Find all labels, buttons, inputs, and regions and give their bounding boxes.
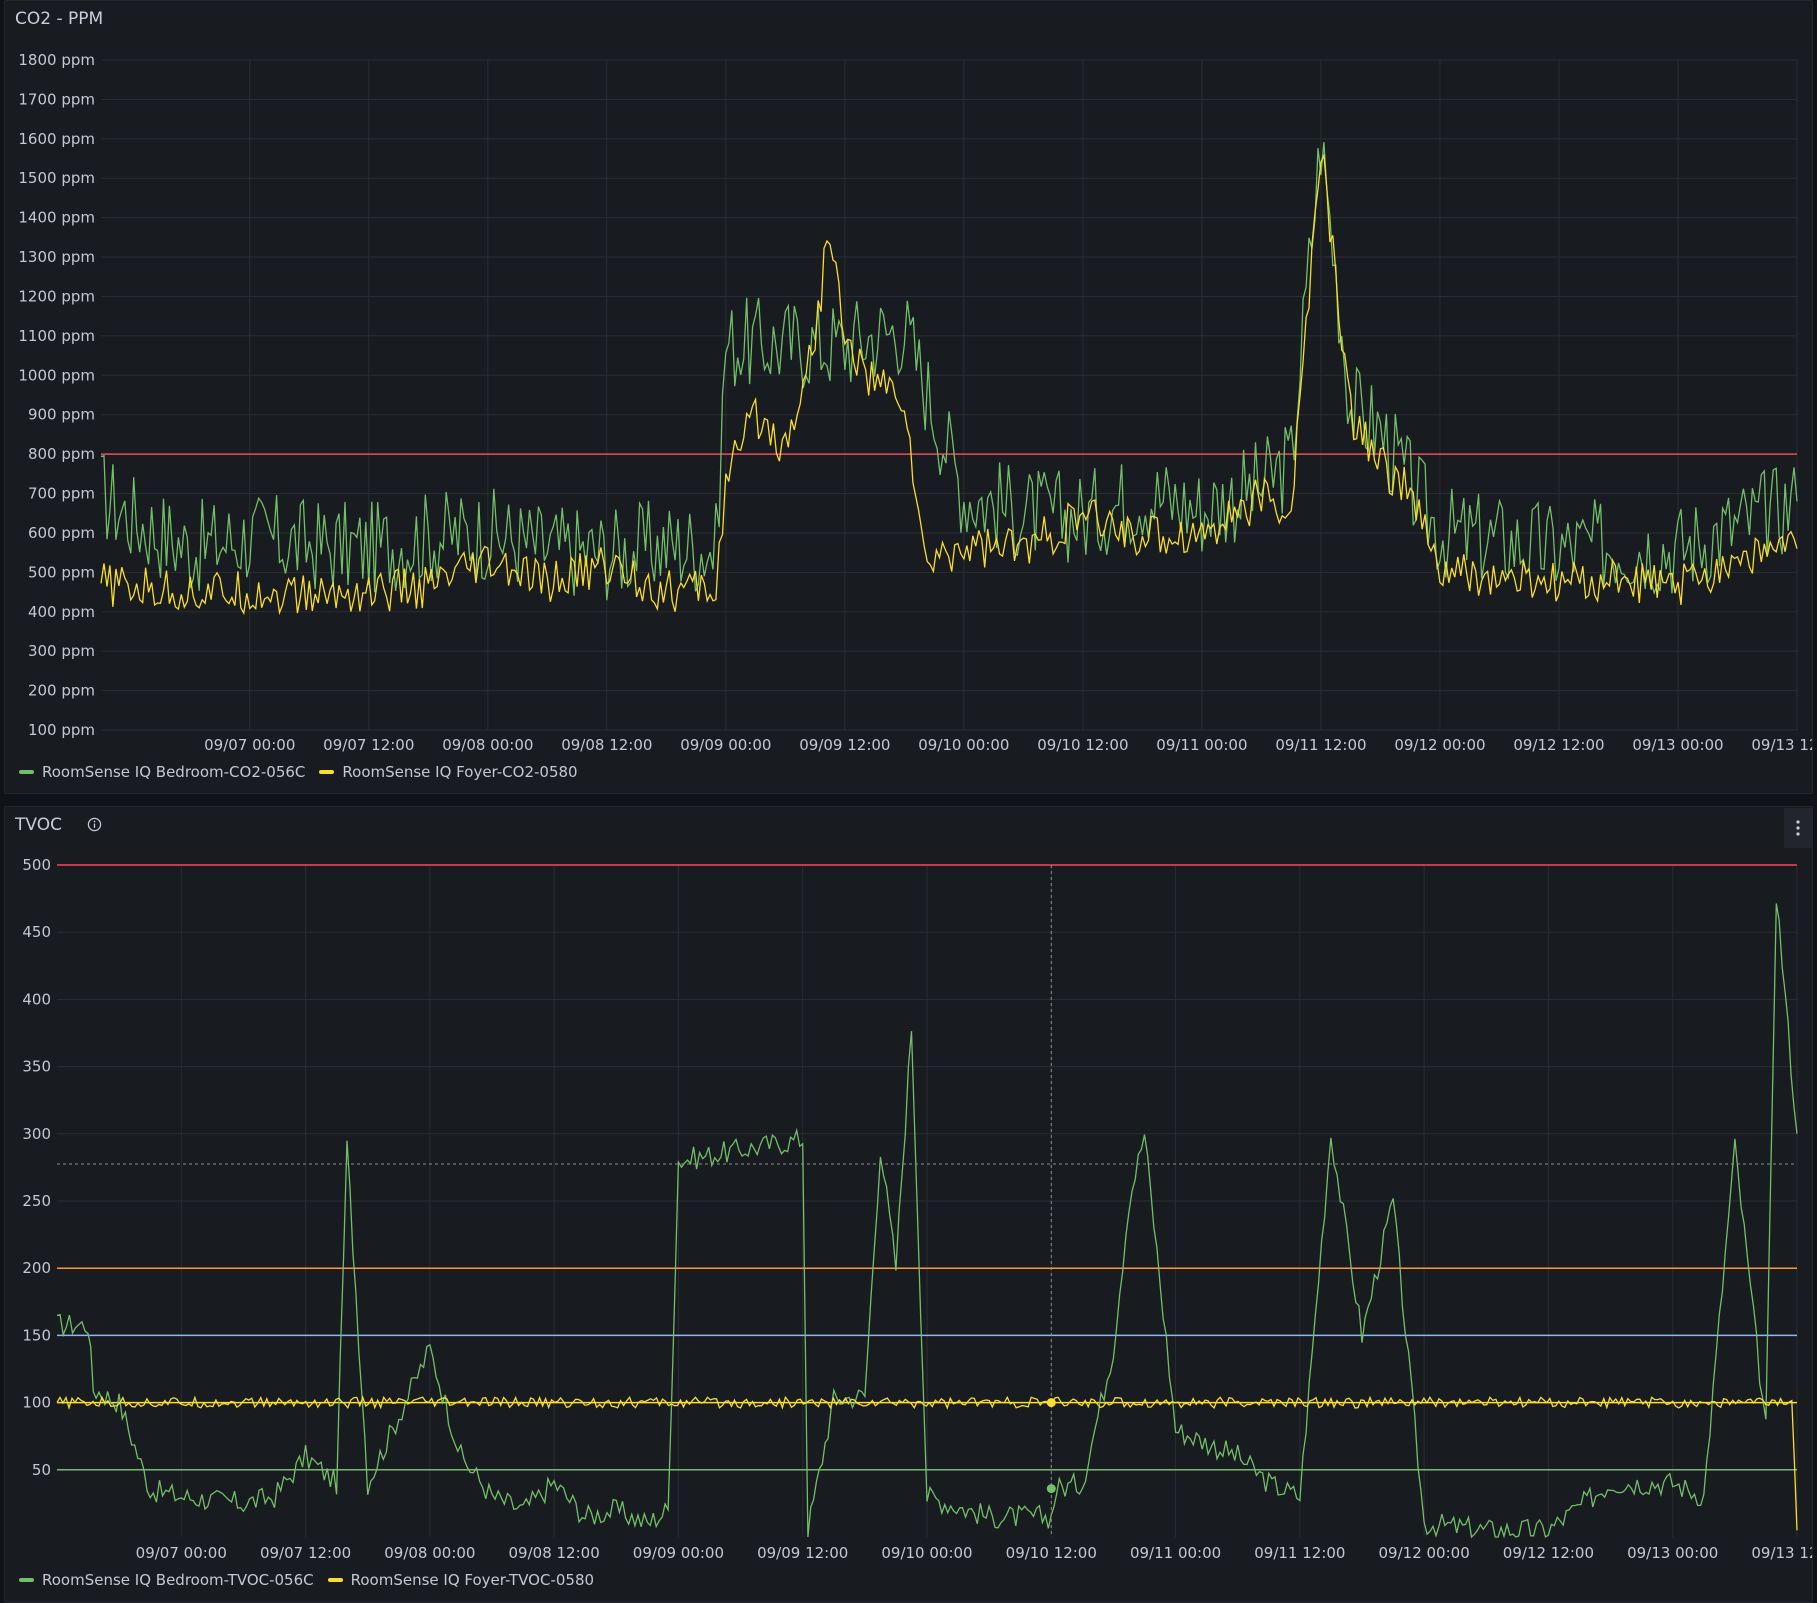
legend-swatch	[19, 770, 34, 774]
tvoc-chart[interactable]: 50 100 150 200 250 300 350 400 450 500 09/07 00:00…	[5, 807, 1812, 1569]
x-tick-label: 09/07 12:00	[323, 736, 414, 754]
co2-chart[interactable]: 100 ppm 200 ppm 300 ppm 400 ppm 500 ppm 600 p…	[5, 1, 1812, 761]
y-tick-label: 400 ppm	[28, 603, 95, 621]
legend-label: RoomSense IQ Bedroom-CO2-056C	[42, 763, 306, 781]
y-tick-label: 100	[22, 1394, 51, 1412]
x-tick-label: 09/07 00:00	[204, 736, 295, 754]
x-tick-label: 09/09 00:00	[680, 736, 771, 754]
x-tick-label: 09/09 12:00	[757, 1544, 848, 1562]
y-tick-label: 300	[22, 1125, 51, 1143]
y-tick-label: 1600 ppm	[18, 130, 95, 148]
x-tick-label: 09/07 00:00	[136, 1544, 227, 1562]
x-tick-label: 09/13 00:00	[1632, 736, 1723, 754]
hover-point-foyer	[1046, 1398, 1056, 1408]
x-tick-label: 09/11 00:00	[1156, 736, 1247, 754]
x-tick-label: 09/08 12:00	[509, 1544, 600, 1562]
y-tick-label: 1100 ppm	[18, 327, 95, 345]
co2-legend: RoomSense IQ Bedroom-CO2-056C RoomSense …	[19, 763, 578, 781]
x-tick-label: 09/12 12:00	[1503, 1544, 1594, 1562]
y-tick-label: 500	[22, 856, 51, 874]
y-tick-label: 250	[22, 1192, 51, 1210]
co2-panel: CO2 - PPM 100 ppm 200 ppm 300 ppm 400 ppm 50…	[4, 0, 1813, 794]
y-tick-label: 1500 ppm	[18, 169, 95, 187]
y-tick-label: 900 ppm	[28, 406, 95, 424]
x-tick-label: 09/11 12:00	[1275, 736, 1366, 754]
x-tick-label: 09/08 00:00	[442, 736, 533, 754]
x-tick-label: 09/10 00:00	[881, 1544, 972, 1562]
series-line[interactable]	[100, 142, 1798, 601]
legend-label: RoomSense IQ Foyer-TVOC-0580	[350, 1571, 595, 1589]
y-tick-label: 50	[32, 1461, 51, 1479]
y-tick-label: 1200 ppm	[18, 287, 95, 305]
y-tick-label: 1000 ppm	[18, 366, 95, 384]
y-tick-label: 800 ppm	[28, 445, 95, 463]
x-tick-label: 09/12 12:00	[1513, 736, 1604, 754]
y-tick-label: 200 ppm	[28, 682, 95, 700]
y-tick-label: 600 ppm	[28, 524, 95, 542]
x-tick-label: 09/13 00:00	[1627, 1544, 1718, 1562]
x-tick-label: 09/09 00:00	[633, 1544, 724, 1562]
y-tick-label: 400	[22, 990, 51, 1008]
legend-swatch	[19, 1578, 34, 1582]
legend-item-bedroom-co2[interactable]: RoomSense IQ Bedroom-CO2-056C	[19, 763, 305, 781]
x-tick-label: 09/12 00:00	[1379, 1544, 1470, 1562]
legend-swatch	[319, 770, 335, 774]
info-circle-icon[interactable]	[87, 817, 102, 832]
y-tick-label: 700 ppm	[28, 485, 95, 503]
x-tick-label: 09/13 12:00	[1751, 736, 1812, 754]
x-tick-label: 09/11 12:00	[1254, 1544, 1345, 1562]
x-tick-label: 09/07 12:00	[260, 1544, 351, 1562]
series-line[interactable]	[56, 903, 1798, 1539]
legend-label: RoomSense IQ Foyer-CO2-0580	[342, 763, 578, 781]
x-tick-label: 09/08 00:00	[384, 1544, 475, 1562]
y-tick-label: 500 ppm	[28, 563, 95, 581]
x-tick-label: 09/13 12:00	[1751, 1544, 1812, 1562]
series-line[interactable]	[56, 1395, 1798, 1531]
legend-label: RoomSense IQ Bedroom-TVOC-056C	[42, 1571, 314, 1589]
y-tick-label: 1800 ppm	[18, 51, 95, 69]
y-tick-label: 200	[22, 1259, 51, 1277]
x-tick-label: 09/12 00:00	[1394, 736, 1485, 754]
legend-swatch	[327, 1578, 343, 1582]
y-tick-label: 450	[22, 923, 51, 941]
x-tick-label: 09/11 00:00	[1130, 1544, 1221, 1562]
y-tick-label: 1700 ppm	[18, 90, 95, 108]
kebab-menu-icon[interactable]	[1784, 808, 1812, 848]
panel-title: TVOC	[15, 815, 62, 835]
y-tick-label: 300 ppm	[28, 642, 95, 660]
y-tick-label: 100 ppm	[28, 721, 95, 739]
hover-point-bedroom	[1046, 1484, 1056, 1494]
y-tick-label: 350	[22, 1058, 51, 1076]
x-tick-label: 09/09 12:00	[799, 736, 890, 754]
y-tick-label: 150	[22, 1326, 51, 1344]
legend-item-bedroom-tvoc[interactable]: RoomSense IQ Bedroom-TVOC-056C	[19, 1571, 314, 1589]
panel-title: CO2 - PPM	[15, 9, 104, 29]
tvoc-panel: TVOC 50 100 150 200 250 300 350 400 450 500 09/07 …	[4, 806, 1813, 1603]
legend-item-foyer-tvoc[interactable]: RoomSense IQ Foyer-TVOC-0580	[327, 1571, 595, 1589]
y-tick-label: 1300 ppm	[18, 248, 95, 266]
series-line[interactable]	[100, 153, 1798, 616]
x-tick-label: 09/10 12:00	[1037, 736, 1128, 754]
y-tick-label: 1400 ppm	[18, 209, 95, 227]
x-tick-label: 09/10 12:00	[1006, 1544, 1097, 1562]
tvoc-legend: RoomSense IQ Bedroom-TVOC-056C RoomSense…	[19, 1571, 594, 1589]
x-tick-label: 09/08 12:00	[561, 736, 652, 754]
x-tick-label: 09/10 00:00	[918, 736, 1009, 754]
legend-item-foyer-co2[interactable]: RoomSense IQ Foyer-CO2-0580	[319, 763, 578, 781]
